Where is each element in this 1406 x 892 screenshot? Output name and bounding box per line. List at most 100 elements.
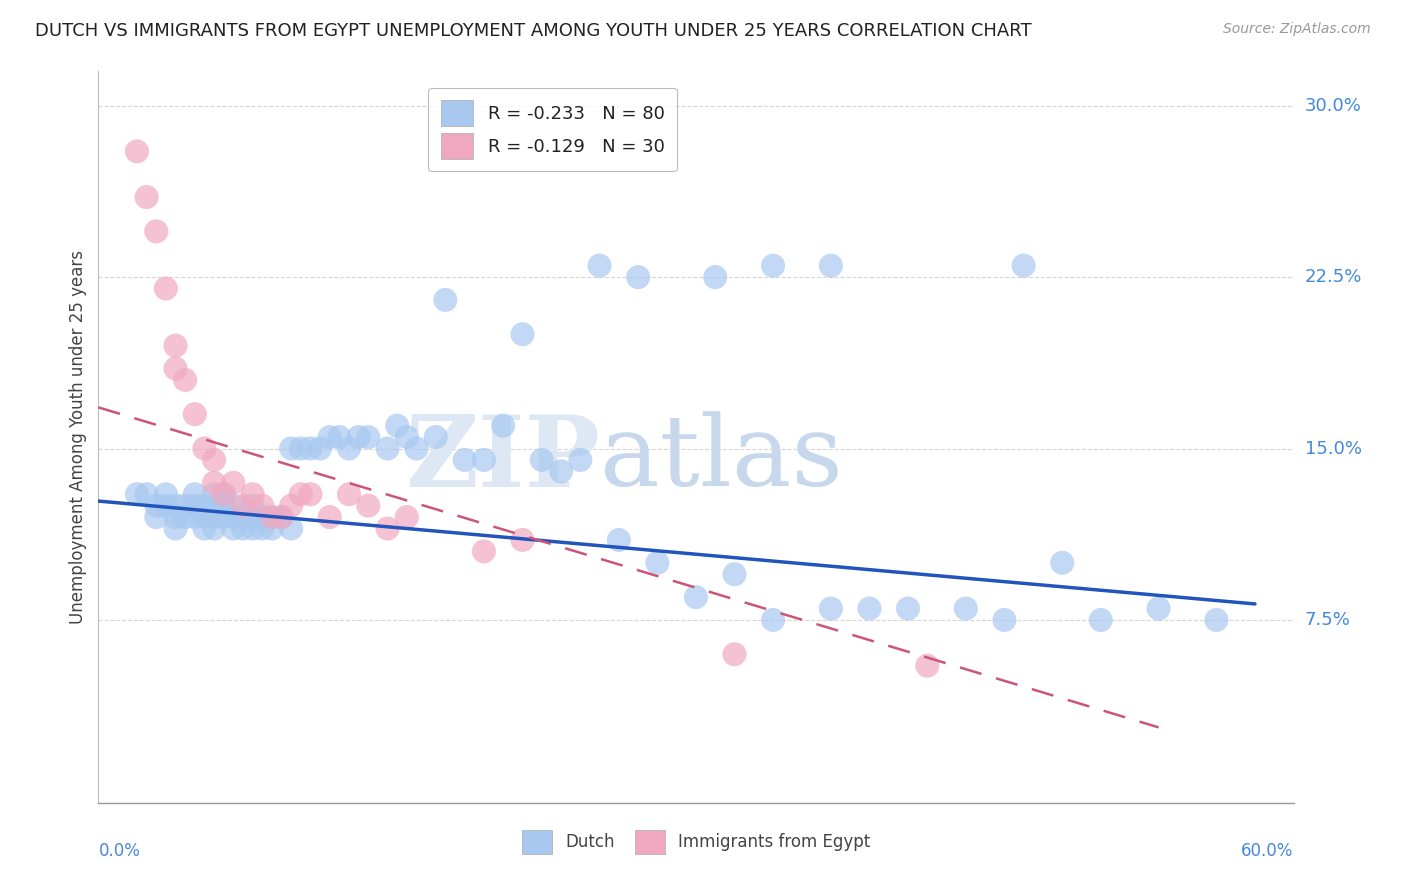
Point: [588, 259, 610, 273]
Text: ZIP: ZIP: [405, 410, 600, 508]
Text: Source: ZipAtlas.com: Source: ZipAtlas.com: [1223, 22, 1371, 37]
Point: [685, 590, 707, 604]
Point: [395, 430, 418, 444]
Point: [647, 556, 669, 570]
Point: [723, 647, 745, 661]
Point: [145, 510, 167, 524]
Point: [145, 499, 167, 513]
Point: [193, 510, 215, 524]
Point: [232, 521, 254, 535]
Point: [820, 601, 842, 615]
Point: [222, 510, 245, 524]
Point: [1050, 556, 1073, 570]
Point: [165, 339, 187, 353]
Point: [395, 510, 418, 524]
Point: [165, 521, 187, 535]
Point: [222, 475, 245, 490]
Point: [723, 567, 745, 582]
Text: 60.0%: 60.0%: [1241, 842, 1294, 860]
Point: [897, 601, 920, 615]
Point: [512, 327, 534, 342]
Point: [135, 190, 157, 204]
Point: [337, 442, 360, 456]
Point: [280, 521, 302, 535]
Point: [252, 510, 274, 524]
Text: 30.0%: 30.0%: [1305, 96, 1361, 115]
Point: [232, 499, 254, 513]
Point: [212, 510, 235, 524]
Point: [184, 510, 207, 524]
Text: 22.5%: 22.5%: [1305, 268, 1362, 286]
Point: [762, 613, 785, 627]
Point: [607, 533, 630, 547]
Text: DUTCH VS IMMIGRANTS FROM EGYPT UNEMPLOYMENT AMONG YOUTH UNDER 25 YEARS CORRELATI: DUTCH VS IMMIGRANTS FROM EGYPT UNEMPLOYM…: [35, 22, 1032, 40]
Point: [492, 418, 515, 433]
Text: 0.0%: 0.0%: [98, 842, 141, 860]
Point: [222, 521, 245, 535]
Point: [193, 499, 215, 513]
Point: [357, 430, 380, 444]
Point: [202, 521, 225, 535]
Point: [1205, 613, 1227, 627]
Point: [627, 270, 650, 285]
Point: [762, 259, 785, 273]
Point: [917, 658, 939, 673]
Point: [202, 510, 225, 524]
Point: [955, 601, 977, 615]
Point: [530, 453, 553, 467]
Point: [290, 487, 312, 501]
Point: [252, 521, 274, 535]
Point: [472, 453, 495, 467]
Point: [1090, 613, 1112, 627]
Point: [385, 418, 409, 433]
Point: [202, 487, 225, 501]
Point: [212, 487, 235, 501]
Point: [184, 407, 207, 421]
Point: [184, 499, 207, 513]
Legend: Dutch, Immigrants from Egypt: Dutch, Immigrants from Egypt: [515, 823, 877, 860]
Point: [252, 499, 274, 513]
Point: [135, 487, 157, 501]
Point: [453, 453, 475, 467]
Y-axis label: Unemployment Among Youth under 25 years: Unemployment Among Youth under 25 years: [69, 250, 87, 624]
Point: [193, 521, 215, 535]
Point: [155, 487, 177, 501]
Point: [155, 281, 177, 295]
Point: [184, 487, 207, 501]
Point: [232, 510, 254, 524]
Text: 7.5%: 7.5%: [1305, 611, 1351, 629]
Point: [202, 453, 225, 467]
Point: [704, 270, 727, 285]
Point: [155, 499, 177, 513]
Point: [347, 430, 370, 444]
Point: [260, 521, 283, 535]
Point: [290, 442, 312, 456]
Point: [357, 499, 380, 513]
Point: [280, 499, 302, 513]
Point: [472, 544, 495, 558]
Point: [512, 533, 534, 547]
Point: [309, 442, 332, 456]
Point: [270, 510, 292, 524]
Point: [242, 521, 264, 535]
Point: [202, 475, 225, 490]
Point: [1147, 601, 1170, 615]
Point: [242, 499, 264, 513]
Point: [242, 510, 264, 524]
Point: [858, 601, 880, 615]
Point: [174, 499, 197, 513]
Point: [260, 510, 283, 524]
Point: [405, 442, 427, 456]
Point: [260, 510, 283, 524]
Point: [319, 430, 342, 444]
Point: [319, 510, 342, 524]
Point: [165, 510, 187, 524]
Point: [377, 442, 399, 456]
Point: [174, 510, 197, 524]
Point: [299, 442, 322, 456]
Point: [280, 442, 302, 456]
Point: [270, 510, 292, 524]
Point: [569, 453, 592, 467]
Point: [145, 224, 167, 238]
Point: [174, 373, 197, 387]
